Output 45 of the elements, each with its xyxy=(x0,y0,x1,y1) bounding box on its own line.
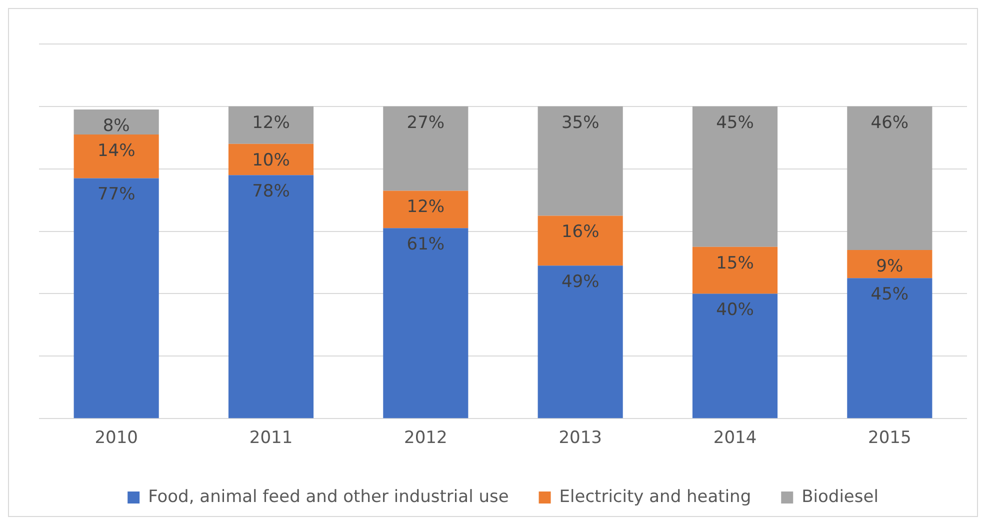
bar xyxy=(228,144,314,176)
bar xyxy=(74,134,159,178)
bar xyxy=(383,106,468,191)
bar xyxy=(538,216,623,266)
bar xyxy=(692,106,778,247)
data-label: 46% xyxy=(870,112,909,133)
data-label: 15% xyxy=(716,253,754,274)
bar xyxy=(228,175,314,418)
bar xyxy=(228,106,314,144)
bar xyxy=(538,266,623,418)
bar xyxy=(847,106,932,250)
data-label: 16% xyxy=(561,222,600,242)
data-label: 45% xyxy=(716,112,754,133)
data-label: 40% xyxy=(716,300,754,320)
bar xyxy=(383,228,468,418)
x-tick-label: 2013 xyxy=(558,428,602,448)
x-tick-label: 2010 xyxy=(94,428,138,448)
data-label: 12% xyxy=(406,197,445,218)
data-label: 45% xyxy=(870,284,909,305)
legend-label: Electricity and heating xyxy=(559,486,752,507)
x-tick-label: 2012 xyxy=(404,428,448,448)
data-label: 35% xyxy=(561,112,600,133)
data-label: 77% xyxy=(97,184,136,205)
data-label: 61% xyxy=(406,234,445,255)
bar xyxy=(538,106,623,216)
legend-label: Food, animal feed and other industrial use xyxy=(148,486,509,507)
data-label: 27% xyxy=(406,112,445,133)
bar xyxy=(74,178,159,418)
bar xyxy=(74,110,159,135)
x-tick-label: 2014 xyxy=(713,428,757,448)
data-label: 78% xyxy=(252,182,290,202)
legend-label: Biodiesel xyxy=(802,486,878,507)
bar xyxy=(692,246,778,294)
x-tick-label: 2015 xyxy=(868,428,912,448)
data-label: 9% xyxy=(876,256,904,276)
data-label: 8% xyxy=(102,116,130,136)
data-label: 14% xyxy=(97,140,136,161)
data-label: 10% xyxy=(252,150,290,170)
data-label: 49% xyxy=(561,272,600,292)
bar xyxy=(383,190,468,228)
data-label: 12% xyxy=(252,112,290,133)
bar xyxy=(847,250,932,278)
x-tick-label: 2011 xyxy=(249,428,293,448)
bar xyxy=(847,278,932,418)
bar xyxy=(692,294,778,418)
